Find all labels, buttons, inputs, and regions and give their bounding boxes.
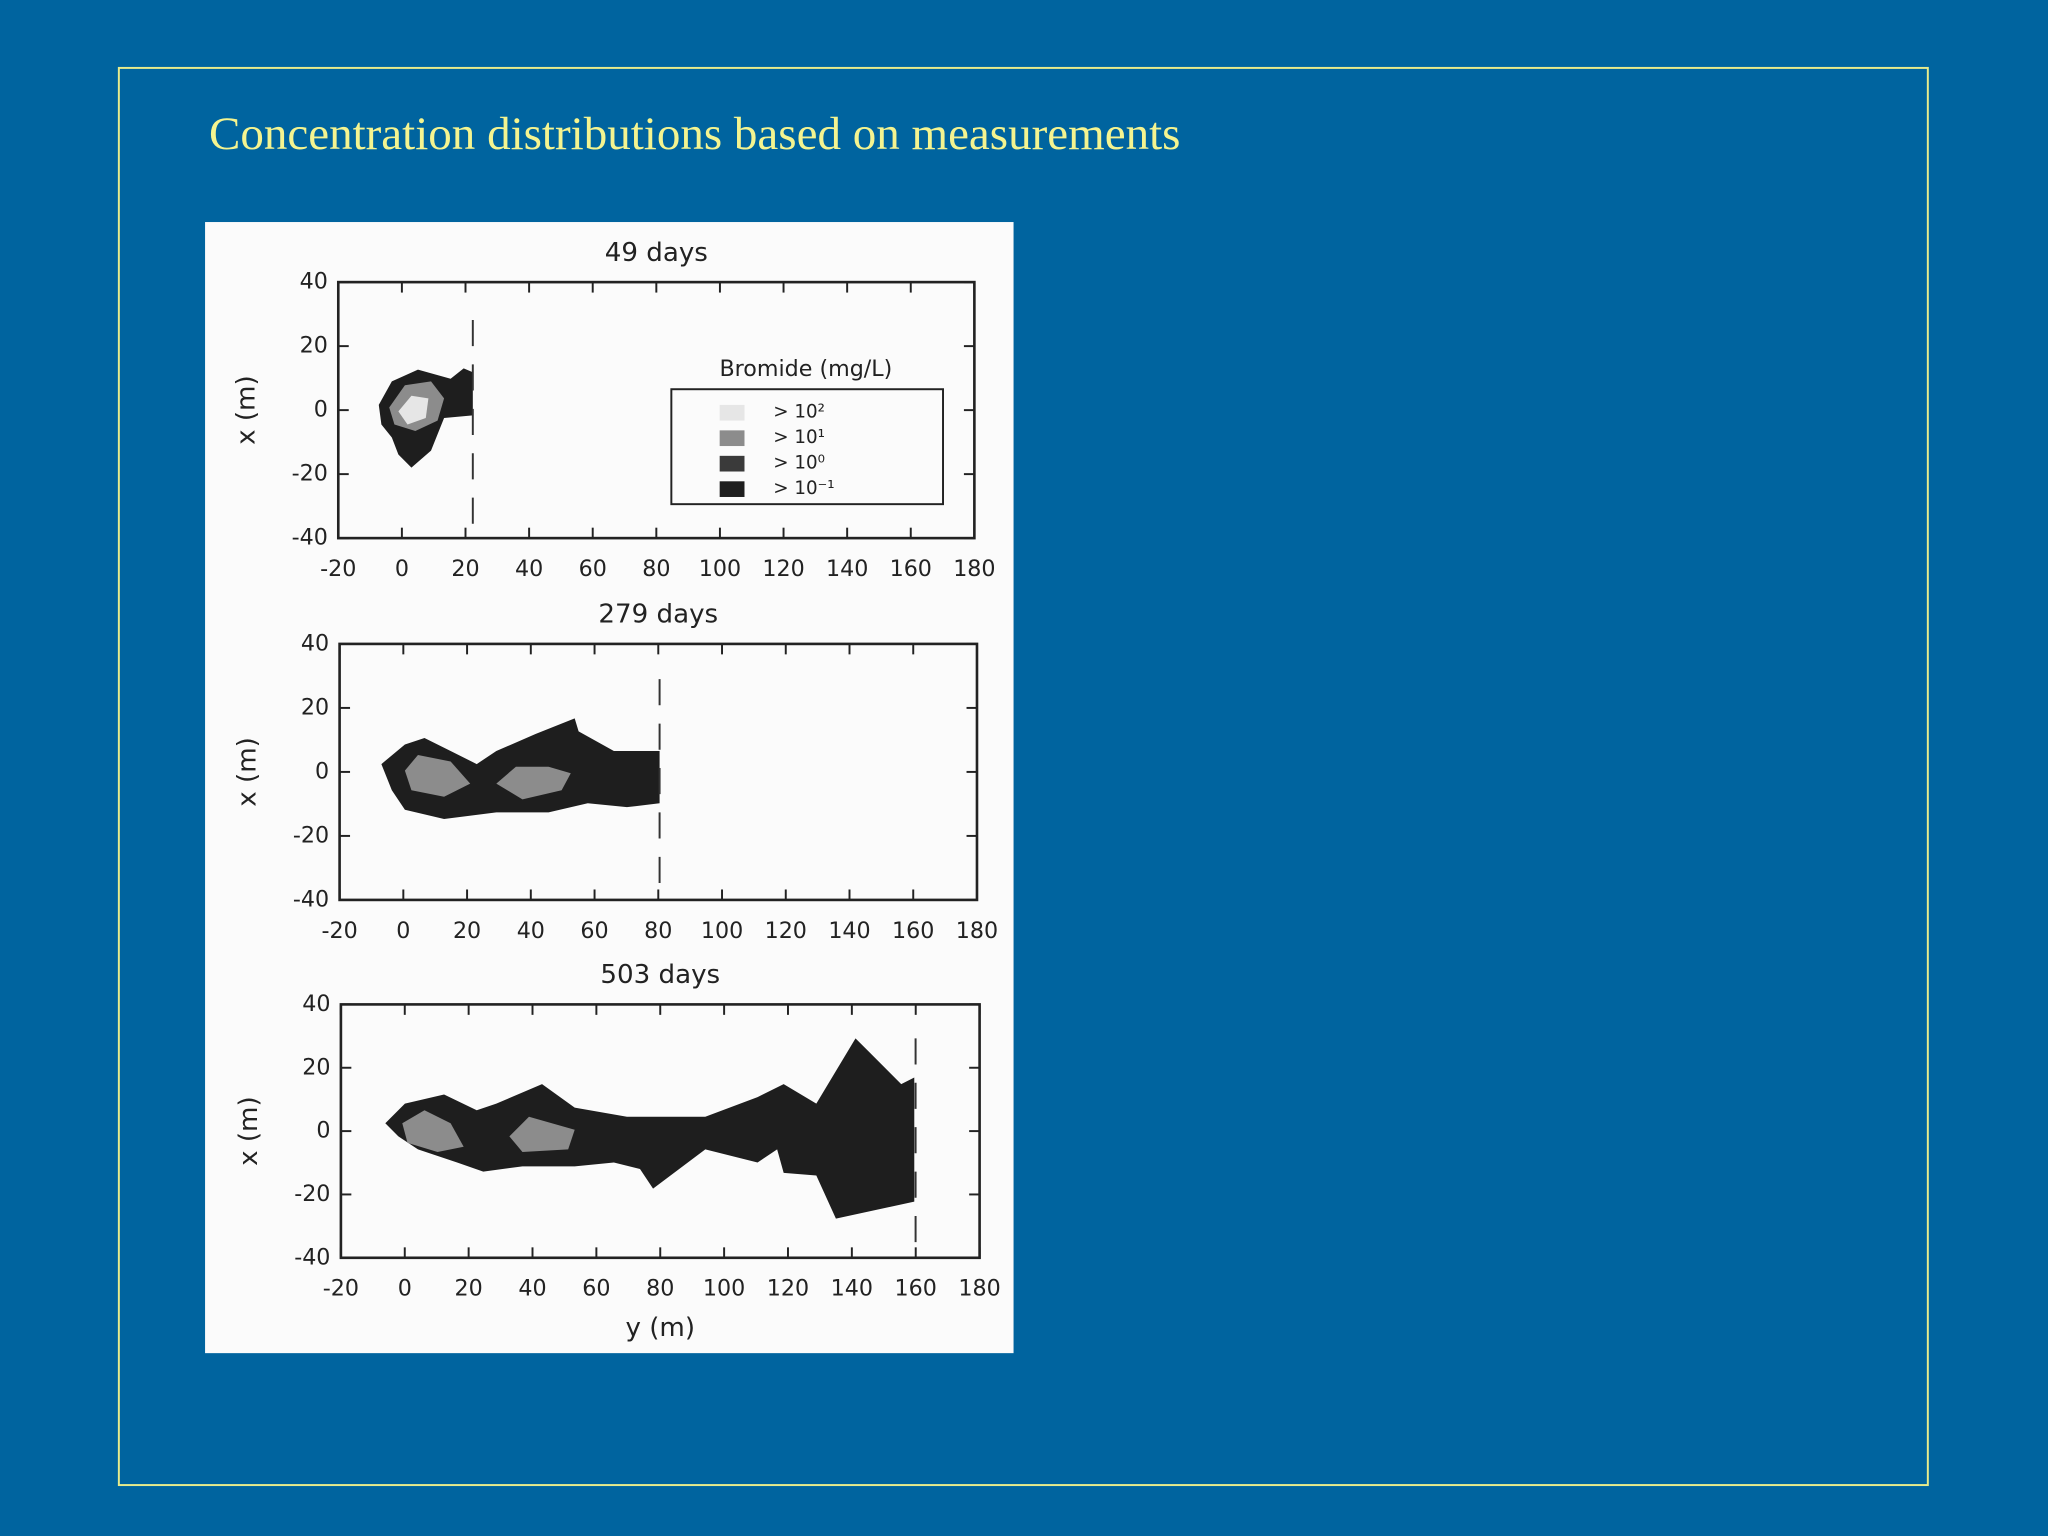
x-tick-label: 80 xyxy=(644,918,672,944)
y-tick-label: -40 xyxy=(292,525,328,551)
panel-title: 279 days xyxy=(598,600,718,630)
y-tick-label: 0 xyxy=(315,758,329,784)
x-tick-label: 120 xyxy=(765,918,807,944)
x-tick-label: 80 xyxy=(646,1276,674,1302)
legend-label: > 10¹ xyxy=(773,427,825,448)
y-tick-label: 20 xyxy=(302,1054,330,1080)
plume xyxy=(381,718,660,819)
x-tick-label: 60 xyxy=(582,1276,610,1302)
legend-swatch xyxy=(719,404,745,421)
slide-frame xyxy=(117,66,1929,1487)
legend-swatch xyxy=(719,481,745,497)
y-tick-label: 40 xyxy=(302,991,330,1017)
x-tick-label: 180 xyxy=(956,918,998,944)
x-tick-label: 140 xyxy=(826,556,868,582)
x-tick-label: 120 xyxy=(762,556,804,582)
y-axis-label: x (m) xyxy=(231,375,261,445)
x-tick-label: 0 xyxy=(398,1276,412,1302)
y-tick-label: 20 xyxy=(300,333,328,359)
panel-title: 49 days xyxy=(605,238,708,268)
y-tick-label: -40 xyxy=(293,886,329,912)
slide-title: Concentration distributions based on mea… xyxy=(209,108,1180,160)
x-tick-label: 80 xyxy=(642,556,670,582)
plume xyxy=(385,1038,915,1219)
legend-frame xyxy=(670,388,944,506)
x-tick-label: 100 xyxy=(701,918,743,944)
y-axis-label: x (m) xyxy=(234,1096,264,1166)
y-tick-label: -20 xyxy=(293,822,329,848)
x-tick-label: -20 xyxy=(323,1276,359,1302)
y-tick-label: 0 xyxy=(314,397,328,423)
x-tick-label: -20 xyxy=(320,556,356,582)
legend-label: > 10⁰ xyxy=(773,453,825,474)
legend-label: > 10² xyxy=(773,402,825,423)
x-tick-label: 160 xyxy=(890,556,932,582)
y-tick-label: 40 xyxy=(301,630,329,656)
panel-title: 503 days xyxy=(600,960,720,990)
x-tick-label: 40 xyxy=(518,1276,546,1302)
legend-label: > 10⁻¹ xyxy=(773,478,834,499)
x-tick-label: 0 xyxy=(396,918,410,944)
x-tick-label: 180 xyxy=(958,1276,1000,1302)
y-tick-label: -20 xyxy=(294,1181,330,1207)
plume xyxy=(378,368,473,468)
legend-swatch xyxy=(719,455,745,472)
y-tick-label: 40 xyxy=(300,269,328,295)
x-tick-label: 140 xyxy=(828,918,870,944)
x-tick-label: 40 xyxy=(517,918,545,944)
x-tick-label: 0 xyxy=(395,556,409,582)
x-tick-label: 100 xyxy=(703,1276,745,1302)
y-tick-label: 20 xyxy=(301,694,329,720)
y-tick-label: -20 xyxy=(292,461,328,487)
y-tick-label: -40 xyxy=(294,1244,330,1270)
x-tick-label: 160 xyxy=(892,918,934,944)
x-tick-label: 20 xyxy=(453,918,481,944)
x-tick-label: 60 xyxy=(579,556,607,582)
y-axis-label: x (m) xyxy=(233,737,263,807)
x-tick-label: 20 xyxy=(455,1276,483,1302)
x-axis-label: y (m) xyxy=(625,1313,695,1343)
x-tick-label: 180 xyxy=(953,556,995,582)
x-tick-label: 20 xyxy=(451,556,479,582)
x-tick-label: 160 xyxy=(895,1276,937,1302)
x-tick-label: 100 xyxy=(699,556,741,582)
x-tick-label: 120 xyxy=(767,1276,809,1302)
legend-swatch xyxy=(719,430,745,447)
x-tick-label: -20 xyxy=(321,918,357,944)
legend-title: Bromide (mg/L) xyxy=(719,356,892,382)
figure: 49 days -20 0 20 40 60 80 100 120 140 160 180 -40 -20… xyxy=(205,222,1014,1354)
y-tick-label: 0 xyxy=(316,1118,330,1144)
x-tick-label: 40 xyxy=(515,556,543,582)
x-tick-label: 60 xyxy=(580,918,608,944)
x-tick-label: 140 xyxy=(831,1276,873,1302)
